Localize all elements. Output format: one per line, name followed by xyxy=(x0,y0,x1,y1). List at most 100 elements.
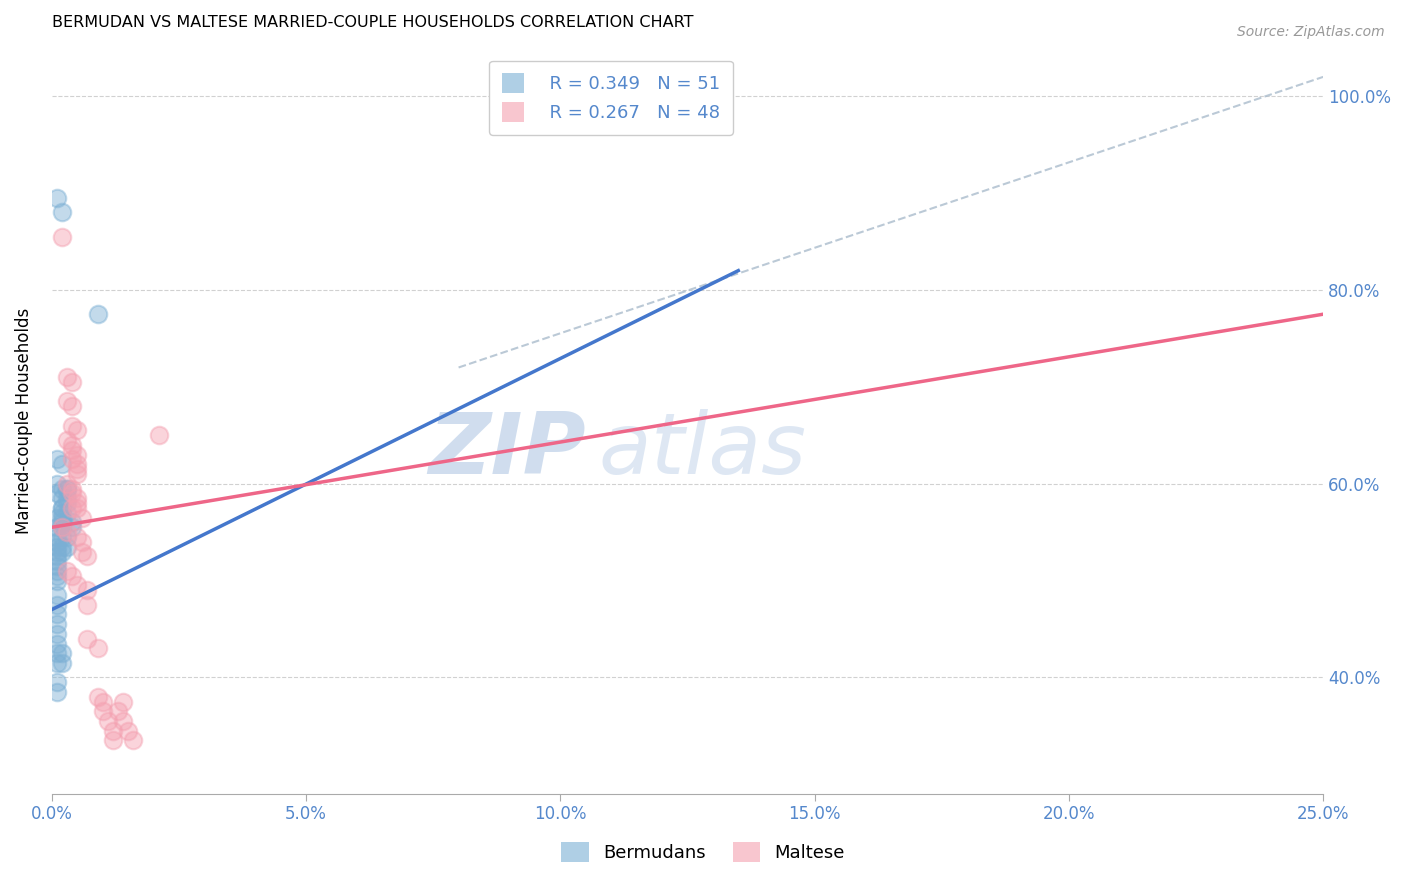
Point xyxy=(66,458,89,472)
Point xyxy=(45,588,67,602)
Point xyxy=(51,491,73,506)
Point xyxy=(45,476,67,491)
Point xyxy=(45,452,67,467)
Point xyxy=(66,448,89,462)
Point xyxy=(56,370,79,384)
Point xyxy=(45,568,67,582)
Point xyxy=(45,564,67,578)
Point xyxy=(51,229,73,244)
Point xyxy=(56,394,79,409)
Point xyxy=(45,530,67,544)
Point xyxy=(45,559,67,574)
Point xyxy=(86,307,108,321)
Point xyxy=(56,476,79,491)
Text: atlas: atlas xyxy=(599,409,807,492)
Point xyxy=(56,540,79,554)
Point xyxy=(51,500,73,515)
Point xyxy=(111,714,134,728)
Point xyxy=(56,433,79,447)
Point xyxy=(45,675,67,690)
Point xyxy=(101,733,124,747)
Text: Source: ZipAtlas.com: Source: ZipAtlas.com xyxy=(1237,25,1385,39)
Point xyxy=(56,525,79,540)
Point xyxy=(56,530,79,544)
Point xyxy=(45,486,67,500)
Point xyxy=(60,482,83,496)
Point xyxy=(45,549,67,564)
Point xyxy=(111,695,134,709)
Point xyxy=(148,428,170,442)
Text: ZIP: ZIP xyxy=(427,409,586,492)
Point xyxy=(51,500,73,515)
Point xyxy=(60,500,83,515)
Point xyxy=(45,636,67,650)
Point xyxy=(60,418,83,433)
Point xyxy=(56,506,79,520)
Point xyxy=(72,510,94,524)
Point xyxy=(66,462,89,476)
Point xyxy=(60,486,83,500)
Point xyxy=(66,467,89,481)
Point xyxy=(91,704,114,718)
Point xyxy=(107,704,129,718)
Point xyxy=(56,482,79,496)
Text: BERMUDAN VS MALTESE MARRIED-COUPLE HOUSEHOLDS CORRELATION CHART: BERMUDAN VS MALTESE MARRIED-COUPLE HOUSE… xyxy=(52,15,693,30)
Point xyxy=(51,544,73,558)
Point xyxy=(51,458,73,472)
Point xyxy=(76,598,98,612)
Point xyxy=(51,205,73,219)
Point xyxy=(51,510,73,524)
Point xyxy=(66,496,89,510)
Point xyxy=(45,520,67,534)
Point xyxy=(72,544,94,558)
Point xyxy=(45,540,67,554)
Point xyxy=(45,544,67,558)
Point xyxy=(60,452,83,467)
Legend:   R = 0.349   N = 51,   R = 0.267   N = 48: R = 0.349 N = 51, R = 0.267 N = 48 xyxy=(489,61,733,135)
Point xyxy=(66,424,89,438)
Point xyxy=(56,496,79,510)
Point xyxy=(51,506,73,520)
Point xyxy=(51,516,73,530)
Point xyxy=(51,520,73,534)
Point xyxy=(51,482,73,496)
Point xyxy=(60,442,83,457)
Point xyxy=(56,564,79,578)
Point xyxy=(45,554,67,568)
Point xyxy=(45,617,67,632)
Point xyxy=(45,627,67,641)
Point xyxy=(45,598,67,612)
Point xyxy=(60,438,83,452)
Point xyxy=(91,695,114,709)
Point xyxy=(66,500,89,515)
Point xyxy=(45,685,67,699)
Point xyxy=(76,583,98,598)
Point xyxy=(72,534,94,549)
Point xyxy=(51,656,73,670)
Point xyxy=(101,723,124,738)
Point xyxy=(56,491,79,506)
Point xyxy=(60,520,83,534)
Point xyxy=(45,607,67,622)
Point xyxy=(76,549,98,564)
Point xyxy=(66,491,89,506)
Point xyxy=(51,540,73,554)
Point xyxy=(66,530,89,544)
Y-axis label: Married-couple Households: Married-couple Households xyxy=(15,308,32,534)
Point xyxy=(97,714,120,728)
Point xyxy=(45,534,67,549)
Legend: Bermudans, Maltese: Bermudans, Maltese xyxy=(554,835,852,870)
Point xyxy=(51,520,73,534)
Point xyxy=(45,574,67,588)
Point xyxy=(117,723,139,738)
Point xyxy=(51,530,73,544)
Point xyxy=(86,690,108,704)
Point xyxy=(66,578,89,592)
Point xyxy=(76,632,98,646)
Point xyxy=(45,191,67,205)
Point xyxy=(60,375,83,389)
Point xyxy=(86,641,108,656)
Point xyxy=(51,646,73,660)
Point xyxy=(45,656,67,670)
Point xyxy=(122,733,145,747)
